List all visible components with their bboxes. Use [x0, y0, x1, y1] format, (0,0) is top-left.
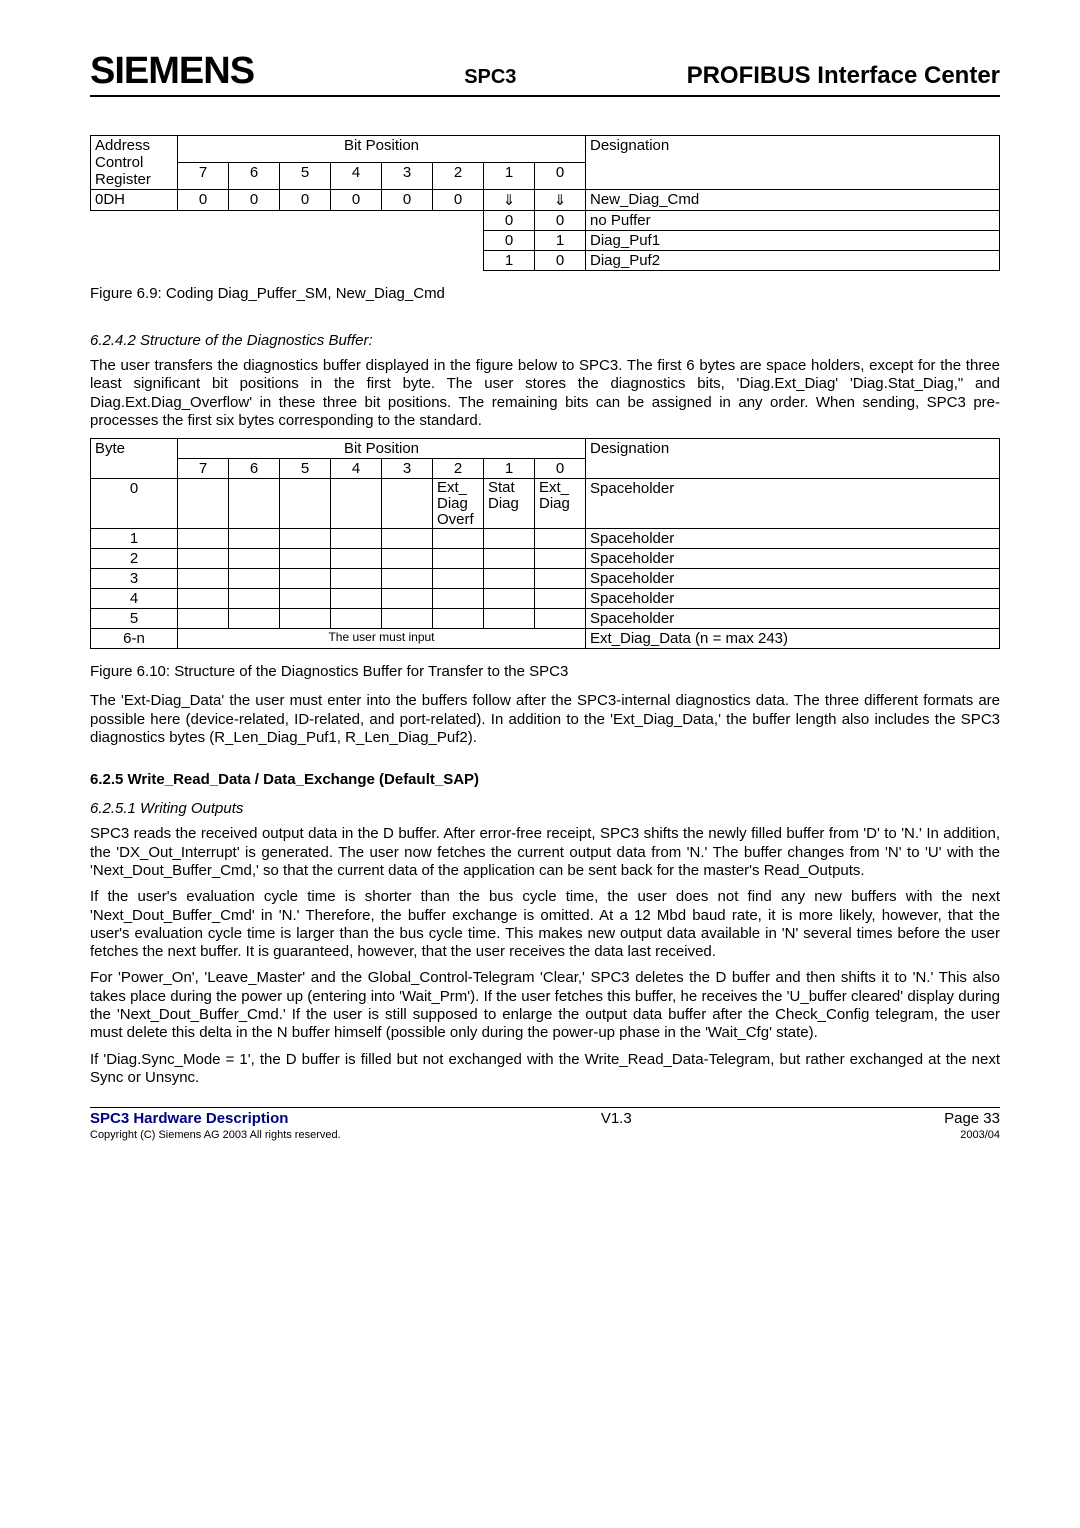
figure-6-9-caption: Figure 6.9: Coding Diag_Puffer_SM, New_D… [90, 285, 1000, 302]
t2-bit4: 4 [331, 459, 382, 479]
t1-v3: 0 [382, 190, 433, 211]
t2-bitpos-header: Bit Position [178, 439, 586, 459]
t2-b0-1: Stat Diag [484, 479, 535, 529]
t1-addr-header: Address Control Register [91, 136, 178, 190]
t1-bit0: 0 [535, 163, 586, 190]
footer-doc-title: SPC3 Hardware Description [90, 1110, 288, 1127]
section-6-2-5-1-title: 6.2.5.1 Writing Outputs [90, 800, 1000, 817]
t1-bit1: 1 [484, 163, 535, 190]
t1-s1-b1: 0 [484, 231, 535, 251]
t1-bitpos-header: Bit Position [178, 136, 586, 163]
t2-byte0: 0 [91, 479, 178, 529]
t2-bit5: 5 [280, 459, 331, 479]
section-6-2-5-title: 6.2.5 Write_Read_Data / Data_Exchange (D… [90, 771, 1000, 788]
t2-b0-d: Spaceholder [586, 479, 1000, 529]
t2-bit6: 6 [229, 459, 280, 479]
t1-s0-d: no Puffer [586, 211, 1000, 231]
t2-user-must-input: The user must input [178, 629, 586, 649]
t2-byte1: 1 [91, 529, 178, 549]
t1-addr-0dh: 0DH [91, 190, 178, 211]
page-footer: SPC3 Hardware Description V1.3 Page 33 [90, 1107, 1000, 1127]
t1-v0: ⇓ [535, 190, 586, 211]
t2-b2-d: Spaceholder [586, 549, 1000, 569]
para-writing-outputs-3: For 'Power_On', 'Leave_Master' and the G… [90, 969, 1000, 1042]
t2-b1-d: Spaceholder [586, 529, 1000, 549]
header-product: SPC3 [254, 66, 687, 89]
page-header: SIEMENS SPC3 PROFIBUS Interface Center [90, 50, 1000, 97]
para-writing-outputs-4: If 'Diag.Sync_Mode = 1', the D buffer is… [90, 1051, 1000, 1088]
t2-b5-d: Spaceholder [586, 609, 1000, 629]
t2-byte-header: Byte [91, 439, 178, 479]
t1-s1-b0: 1 [535, 231, 586, 251]
para-writing-outputs-2: If the user's evaluation cycle time is s… [90, 888, 1000, 961]
t1-blank [91, 211, 484, 271]
t2-b0-0: Ext_ Diag [535, 479, 586, 529]
t1-bit2: 2 [433, 163, 484, 190]
copyright-line: Copyright (C) Siemens AG 2003 All rights… [90, 1129, 1000, 1141]
t2-b6-d: Ext_Diag_Data (n = max 243) [586, 629, 1000, 649]
t2-b0-4 [331, 479, 382, 529]
t1-s0-b0: 0 [535, 211, 586, 231]
t1-v6: 0 [229, 190, 280, 211]
t2-byte6n: 6-n [91, 629, 178, 649]
t2-byte3: 3 [91, 569, 178, 589]
t1-bit5: 5 [280, 163, 331, 190]
t2-bit3: 3 [382, 459, 433, 479]
t1-v5: 0 [280, 190, 331, 211]
t2-b4-d: Spaceholder [586, 589, 1000, 609]
footer-page-number: Page 33 [944, 1110, 1000, 1127]
siemens-logo: SIEMENS [90, 50, 254, 93]
t1-v2: 0 [433, 190, 484, 211]
t2-bit1: 1 [484, 459, 535, 479]
t1-s2-b0: 0 [535, 251, 586, 271]
t2-byte2: 2 [91, 549, 178, 569]
t1-bit3: 3 [382, 163, 433, 190]
diag-buffer-table: Byte Bit Position Designation 7 6 5 4 3 … [90, 438, 1000, 649]
figure-6-10-caption: Figure 6.10: Structure of the Diagnostic… [90, 663, 1000, 680]
t1-v1: ⇓ [484, 190, 535, 211]
t1-s0-b1: 0 [484, 211, 535, 231]
para-after-fig610: The 'Ext-Diag_Data' the user must enter … [90, 692, 1000, 747]
t2-bit7: 7 [178, 459, 229, 479]
t2-byte4: 4 [91, 589, 178, 609]
t1-bit7: 7 [178, 163, 229, 190]
t2-bit2: 2 [433, 459, 484, 479]
t2-desig-header: Designation [586, 439, 1000, 479]
t2-b0-2: Ext_ Diag Overf [433, 479, 484, 529]
copyright-text: Copyright (C) Siemens AG 2003 All rights… [90, 1129, 341, 1141]
register-table-1: Address Control Register Bit Position De… [90, 135, 1000, 271]
copyright-date: 2003/04 [960, 1129, 1000, 1141]
t2-b0-7 [178, 479, 229, 529]
para-writing-outputs-1: SPC3 reads the received output data in t… [90, 825, 1000, 880]
t1-s2-d: Diag_Puf2 [586, 251, 1000, 271]
t1-s2-b1: 1 [484, 251, 535, 271]
t1-desig-newdiag: New_Diag_Cmd [586, 190, 1000, 211]
footer-version: V1.3 [601, 1110, 632, 1127]
t1-bit6: 6 [229, 163, 280, 190]
t2-bit0: 0 [535, 459, 586, 479]
t2-b0-5 [280, 479, 331, 529]
section-6-2-4-2-body: The user transfers the diagnostics buffe… [90, 357, 1000, 430]
t1-v7: 0 [178, 190, 229, 211]
t2-byte5: 5 [91, 609, 178, 629]
t2-b0-6 [229, 479, 280, 529]
section-6-2-4-2-title: 6.2.4.2 Structure of the Diagnostics Buf… [90, 332, 1000, 349]
t2-b0-3 [382, 479, 433, 529]
t2-b3-d: Spaceholder [586, 569, 1000, 589]
t1-s1-d: Diag_Puf1 [586, 231, 1000, 251]
t1-v4: 0 [331, 190, 382, 211]
t1-bit4: 4 [331, 163, 382, 190]
t1-desig-header: Designation [586, 136, 1000, 190]
header-title: PROFIBUS Interface Center [687, 62, 1000, 90]
